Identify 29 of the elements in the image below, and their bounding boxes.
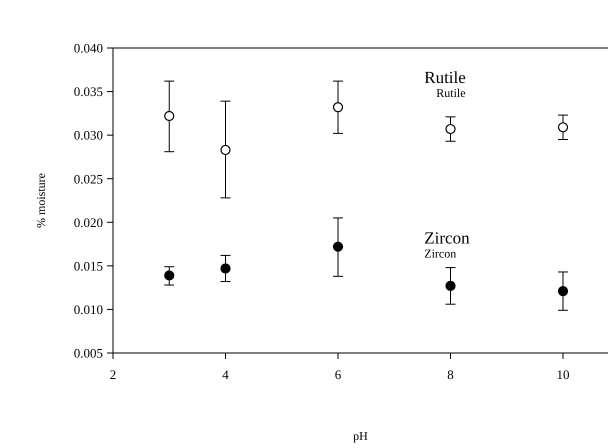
point bbox=[558, 122, 568, 132]
y-tick-label: 0.035 bbox=[74, 84, 103, 100]
y-tick-label: 0.040 bbox=[74, 40, 103, 56]
text: Zircon bbox=[424, 228, 470, 248]
x-tick-label: 8 bbox=[447, 367, 454, 382]
point bbox=[558, 286, 568, 296]
y-tick-label: 0.015 bbox=[74, 258, 103, 274]
point bbox=[220, 144, 231, 156]
x-tick-label: 10 bbox=[556, 367, 570, 382]
x-tick-label: 4 bbox=[222, 367, 230, 382]
y-tick-label: 0.030 bbox=[74, 128, 103, 143]
y-axis-title: % moisture bbox=[34, 173, 48, 228]
point bbox=[164, 110, 174, 122]
point bbox=[445, 280, 456, 291]
x-tick-label: 2 bbox=[110, 367, 116, 382]
point bbox=[220, 263, 231, 274]
y-tick-label: 0.025 bbox=[74, 171, 103, 186]
annotation: Zircon bbox=[424, 246, 456, 261]
y-tick-label: 0.010 bbox=[74, 302, 103, 317]
point bbox=[164, 270, 174, 281]
x-axis-title: pH bbox=[353, 429, 368, 443]
point bbox=[445, 124, 456, 134]
x-tick-label: 6 bbox=[334, 367, 342, 382]
text: Rutile bbox=[424, 68, 466, 88]
annotation: Rutile bbox=[436, 86, 466, 100]
y-tick-label: 0.020 bbox=[74, 214, 103, 230]
point bbox=[332, 102, 344, 112]
point bbox=[332, 242, 344, 252]
y-tick-label: 0.005 bbox=[74, 346, 103, 361]
